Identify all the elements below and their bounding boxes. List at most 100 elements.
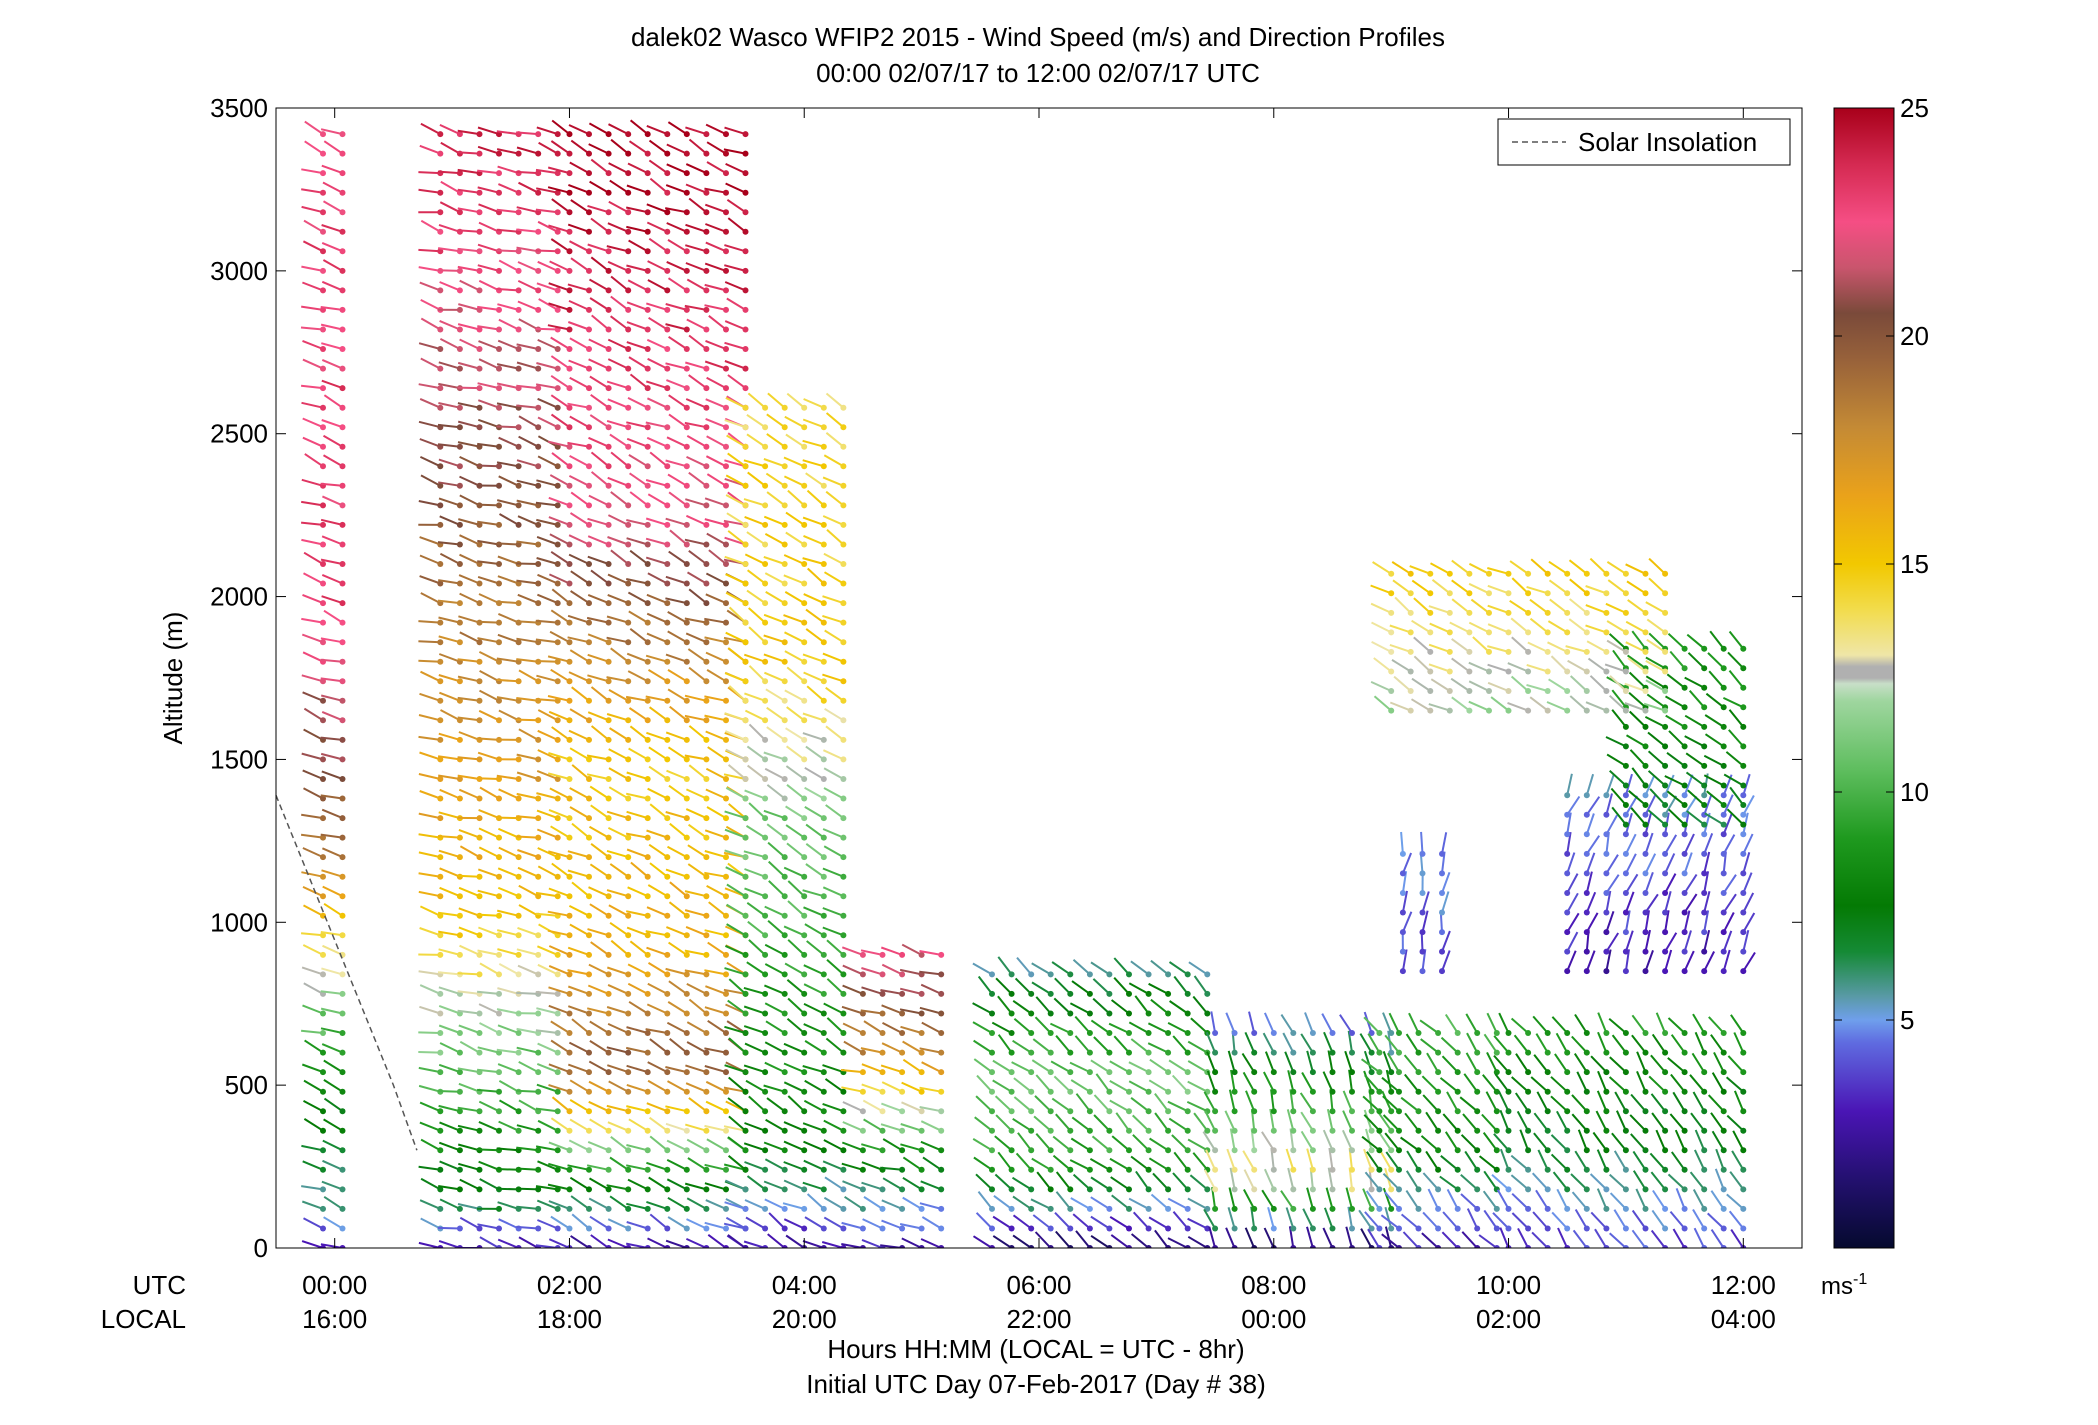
wind-barb-stick [478,279,500,292]
wind-barb-stick [802,516,825,526]
wind-barb-stick [547,440,570,448]
wind-barb-stick [607,593,629,605]
wind-barb-dot [742,756,749,763]
wind-barb-dot [566,267,573,274]
wind-barb-stick [1391,659,1412,673]
wind-barb-stick [321,1180,343,1191]
wind-barb-stick [666,222,688,233]
wind-barb-dot [801,1225,808,1232]
wind-barb-dot [437,502,444,509]
wind-barb-stick [438,948,461,956]
wind-barb-dot [742,287,749,294]
wind-barb-dot [605,756,612,763]
wind-barb-dot [1662,688,1669,694]
wind-barb-stick [1711,1130,1725,1151]
wind-barb-stick [687,648,707,663]
wind-barb-dot [535,1205,542,1212]
wind-barb-dot [566,131,573,138]
wind-barb-stick [992,1059,1013,1073]
wind-barb-dot [1701,850,1708,857]
wind-barb-dot [437,365,444,372]
wind-barb-stick [1446,1091,1459,1112]
wind-barb-dot [605,170,612,177]
wind-barb-dot [840,893,847,900]
wind-barb-stick [826,1017,845,1034]
wind-barb-stick [803,398,825,409]
wind-barb-stick [860,949,883,956]
wind-barb-dot [879,1147,886,1154]
wind-barb-dot [723,815,729,822]
wind-barb-stick [458,828,480,839]
wind-barb-dot [1454,1030,1461,1036]
wind-barb-dot [723,443,729,450]
wind-barb-dot [1701,831,1708,838]
wind-barb-dot [918,1127,925,1134]
wind-barb-dot [1106,1127,1113,1134]
wind-barb-stick [685,223,707,233]
wind-barb-stick [647,962,668,976]
wind-barb-stick [477,868,500,878]
wind-barb-stick [1090,961,1110,976]
wind-barb-dot [781,971,788,978]
wind-barb-stick [997,956,1013,976]
wind-barb-stick [1420,831,1424,854]
wind-barb-dot [1701,890,1708,896]
wind-barb-dot [456,951,463,958]
wind-barb-stick [437,755,461,761]
wind-barb-dot [820,815,827,822]
wind-barb-dot [437,951,444,958]
wind-barb-stick [1612,649,1627,669]
wind-barb-dot [476,326,483,333]
wind-barb-dot [437,717,444,724]
wind-barb-dot [723,580,729,587]
wind-barb-stick [1693,1149,1706,1171]
wind-barb-dot [938,1127,945,1134]
wind-barb-dot [496,521,502,528]
wind-barb-stick [609,1195,629,1210]
wind-barb-dot [437,1147,444,1154]
wind-barb-stick [1074,1035,1091,1054]
wind-barb-stick [1532,1015,1549,1034]
wind-barb-stick [626,1221,648,1230]
wind-barb-dot [515,521,522,528]
wind-barb-dot [801,756,808,763]
wind-barb-stick [301,617,324,624]
wind-barb-dot [1662,909,1669,916]
wind-barb-stick [861,1063,883,1074]
wind-barb-dot [1396,1225,1402,1232]
wind-barb-dot [586,932,592,939]
wind-barb-dot [605,912,612,919]
wind-barb-dot [625,326,632,333]
wind-barb-dot [644,873,651,880]
wind-barb-dot [1368,1147,1375,1154]
wind-barb-stick [1722,834,1736,855]
wind-barb-dot [1376,1186,1383,1193]
wind-barb-stick [763,458,786,468]
wind-barb-stick [478,808,500,820]
wind-barb-dot [644,990,651,997]
wind-barb-dot [1251,1030,1258,1036]
wind-barb-stick [1154,1229,1169,1248]
wind-barb-dot [1388,629,1395,636]
wind-barb-dot [1681,1225,1688,1232]
wind-barb-stick [419,455,441,468]
wind-barb-dot [703,1245,710,1248]
wind-barb-stick [606,1064,629,1074]
wind-barb-dot [515,287,522,294]
wind-barb-stick [610,549,629,565]
wind-barb-dot [781,990,788,997]
wind-barb-dot [1008,1205,1015,1212]
wind-barb-dot [1446,707,1453,714]
wind-barb-dot [1720,831,1727,838]
wind-barb-stick [1493,1035,1510,1054]
wind-barb-stick [496,816,519,820]
wind-barb-dot [496,561,502,567]
wind-barb-dot [703,170,710,177]
wind-barb-dot [605,443,612,450]
wind-barb-stick [744,887,766,898]
wind-barb-stick [1605,890,1612,913]
wind-barb-stick [498,963,520,976]
wind-barb-stick [667,277,688,292]
wind-barb-dot [476,854,483,861]
wind-barb-dot [820,932,827,939]
